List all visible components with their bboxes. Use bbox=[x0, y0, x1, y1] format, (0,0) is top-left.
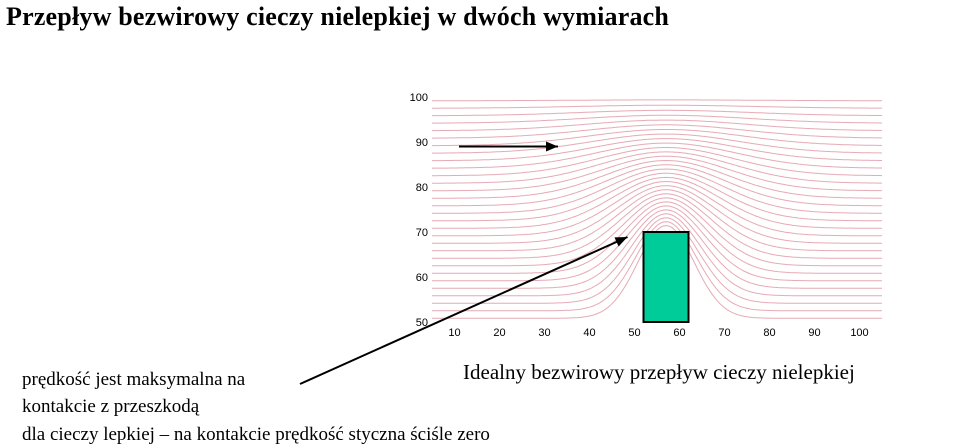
obstacle-rect bbox=[642, 231, 690, 323]
streamline bbox=[432, 114, 882, 124]
streamline bbox=[432, 104, 882, 109]
y-tick-label: 50 bbox=[416, 317, 428, 329]
streamline bbox=[432, 193, 882, 259]
note-line-1: prędkość jest maksymalna na bbox=[22, 369, 246, 390]
streamline bbox=[432, 217, 882, 304]
streamline bbox=[432, 168, 882, 214]
y-tick-label: 80 bbox=[416, 182, 428, 194]
page-title: Przepływ bezwirowy cieczy nielepkiej w d… bbox=[6, 2, 670, 31]
x-tick-label: 80 bbox=[763, 327, 775, 339]
x-tick-label: 60 bbox=[673, 327, 685, 339]
x-tick-label: 50 bbox=[628, 327, 640, 339]
y-tick-label: 100 bbox=[410, 92, 428, 104]
streamline bbox=[432, 205, 882, 282]
streamline bbox=[432, 129, 883, 147]
streamline bbox=[432, 119, 883, 132]
streamline bbox=[432, 189, 882, 252]
y-tick-label: 70 bbox=[416, 227, 428, 239]
x-tick-label: 100 bbox=[850, 327, 868, 339]
streamline bbox=[432, 124, 882, 139]
note-pointer-arrow bbox=[299, 236, 628, 385]
streamline bbox=[432, 99, 882, 102]
note-pointer-arrow-head bbox=[614, 237, 628, 247]
streamline bbox=[432, 213, 882, 297]
streamline bbox=[431, 142, 882, 169]
streamline bbox=[432, 181, 882, 237]
streamline bbox=[432, 201, 882, 274]
note-line-2: kontakcie z przeszkodą bbox=[22, 396, 200, 417]
streamline bbox=[432, 133, 883, 154]
streamline bbox=[432, 159, 882, 199]
x-tick-label: 40 bbox=[583, 327, 595, 339]
y-tick-label: 90 bbox=[416, 137, 428, 149]
x-tick-label: 30 bbox=[538, 327, 550, 339]
streamline bbox=[432, 164, 882, 207]
streamline bbox=[432, 138, 882, 162]
streamline bbox=[432, 225, 882, 319]
y-tick-label: 60 bbox=[416, 272, 428, 284]
axis-ticks-group: 100 90 80 70 60 50 10 20 30 40 50 60 70 80 90 100 bbox=[410, 92, 869, 339]
x-tick-label: 70 bbox=[718, 327, 730, 339]
streamline bbox=[432, 209, 882, 289]
streamline bbox=[432, 221, 882, 312]
flow-direction-arrow-head bbox=[546, 141, 558, 152]
note-line-3: dla cieczy lepkiej – na kontakcie prędko… bbox=[22, 424, 490, 445]
x-tick-label: 90 bbox=[808, 327, 820, 339]
x-tick-label: 10 bbox=[448, 327, 460, 339]
arrows-group bbox=[299, 141, 628, 385]
streamline bbox=[432, 197, 882, 267]
streamline bbox=[432, 155, 882, 192]
streamlines-group bbox=[431, 99, 883, 319]
x-tick-label: 20 bbox=[493, 327, 505, 339]
diagram-caption: Idealny bezwirowy przepływ cieczy nielep… bbox=[463, 360, 855, 384]
streamline bbox=[432, 172, 882, 222]
streamline bbox=[432, 109, 882, 117]
streamline bbox=[432, 176, 882, 229]
streamline bbox=[432, 185, 882, 244]
streamline bbox=[432, 151, 882, 184]
streamline bbox=[432, 147, 883, 177]
